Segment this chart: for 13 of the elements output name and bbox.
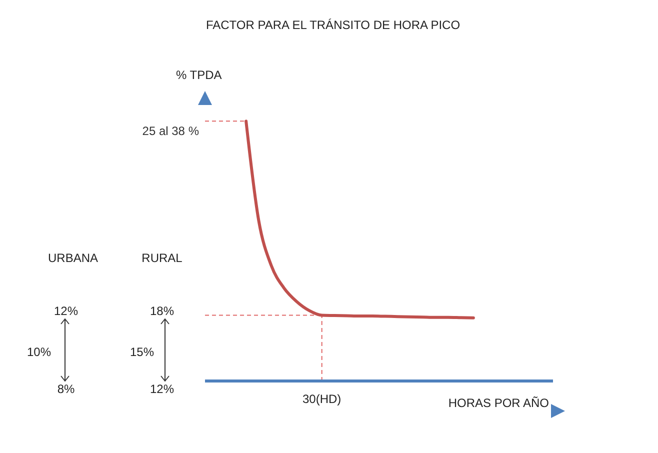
text: 15% — [130, 345, 154, 359]
text: 8% — [57, 382, 75, 396]
y-axis-title: % TPDA — [176, 68, 222, 82]
text: 10% — [26, 345, 52, 359]
text: RURAL — [142, 251, 182, 265]
text: 18% — [150, 304, 174, 318]
text: 30(HD) — [302, 392, 342, 406]
ref-line-label: 25 al 38 % — [142, 124, 200, 138]
text: URBANA — [48, 251, 98, 265]
text: 12% — [54, 304, 78, 318]
chart-title: FACTOR PARA EL TRÁNSITO DE HORA PICO — [204, 18, 462, 32]
x-axis-title: HORAS POR AÑO — [448, 396, 549, 410]
text: 12% — [150, 382, 174, 396]
